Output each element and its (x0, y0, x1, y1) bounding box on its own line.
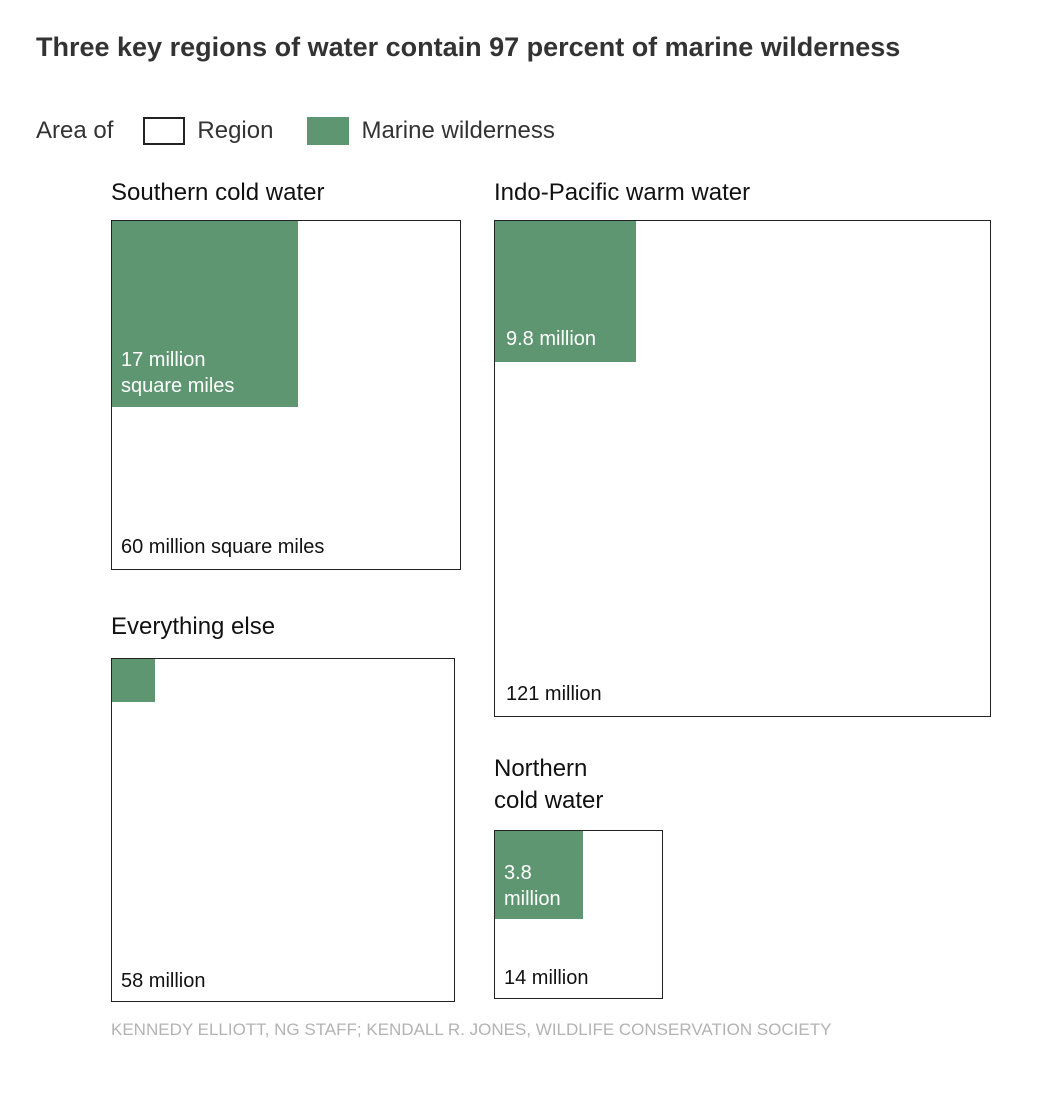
wilderness-label-northern: 3.8 million (504, 862, 561, 910)
legend-label-wilderness: Marine wilderness (361, 117, 555, 144)
region-box-southern: 17 million square miles 60 million squar… (111, 220, 461, 570)
region-label-indopacific: 121 million (506, 683, 602, 705)
source-credit: KENNEDY ELLIOTT, NG STAFF; KENDALL R. JO… (111, 1020, 832, 1039)
legend-lead: Area of (36, 117, 114, 144)
legend: Area of Region Marine wilderness (36, 114, 555, 148)
region-box-else: 58 million (111, 658, 455, 1002)
wilderness-square-else (112, 659, 155, 702)
region-label-else: 58 million (121, 970, 206, 992)
panel-title-else: Everything else (111, 613, 276, 640)
wilderness-label-indopacific: 9.8 million (506, 328, 597, 350)
region-label-northern: 14 million (504, 967, 589, 989)
legend-swatch-region (143, 117, 186, 145)
legend-label-region: Region (197, 117, 274, 144)
wilderness-square-southern (112, 221, 298, 407)
wilderness-label-southern: 17 million square miles (121, 349, 235, 397)
wilderness-square-northern (495, 831, 583, 919)
wilderness-square-indopacific (495, 221, 636, 362)
panel-title-indopacific: Indo-Pacific warm water (494, 179, 751, 206)
region-label-southern: 60 million square miles (121, 536, 325, 558)
region-box-indopacific: 9.8 million 121 million (494, 220, 991, 717)
legend-swatch-wilderness (307, 117, 350, 145)
panel-title-southern: Southern cold water (111, 179, 325, 206)
panel-title-northern: Northern cold water (494, 755, 604, 814)
chart-title: Three key regions of water contain 97 pe… (36, 32, 901, 62)
region-box-northern: 3.8 million 14 million (494, 830, 663, 999)
